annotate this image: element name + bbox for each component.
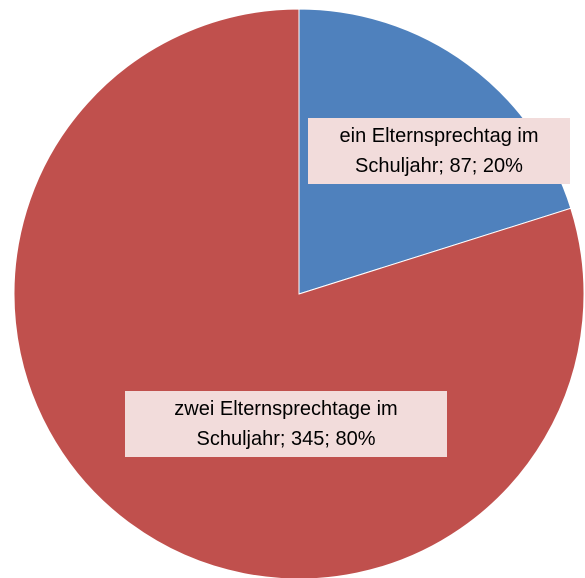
data-label: ein Elternsprechtag im Schuljahr; 87; 20… <box>308 118 570 184</box>
data-label: zwei Elternsprechtage im Schuljahr; 345;… <box>125 391 447 457</box>
